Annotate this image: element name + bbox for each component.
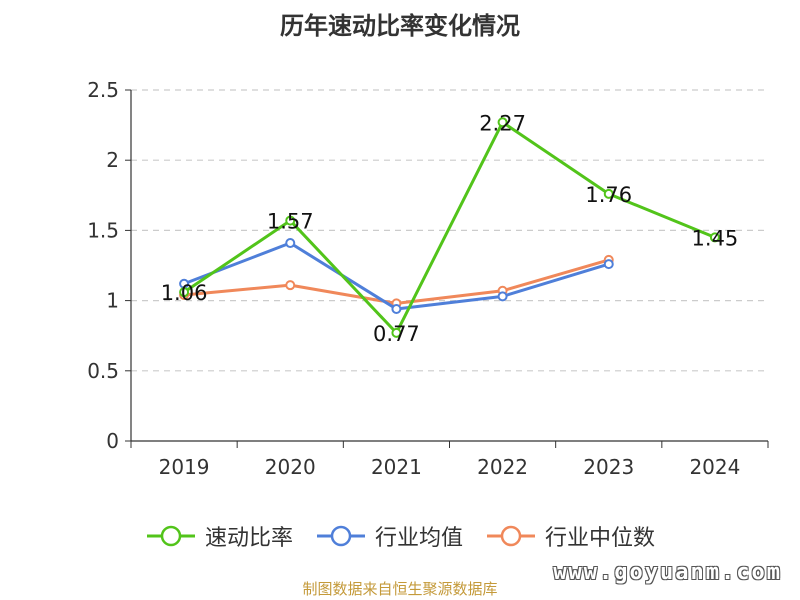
legend-item-quick-ratio[interactable]: 速动比率 [145,520,293,552]
data-point [179,287,190,298]
legend-swatch-industry-mean [316,525,365,547]
data-point [285,238,296,249]
y-tick-label: 2 [106,148,119,172]
series-line [183,258,610,305]
data-label: 0.77 [373,322,420,346]
data-point [603,259,614,270]
watermark: www.goyuanm.com [553,560,782,585]
x-tick-label: 2020 [265,455,316,479]
gridlines [131,89,768,372]
data-point [709,232,720,243]
series-group [179,117,720,338]
legend-swatch-industry-median [487,525,535,547]
x-tick-label: 2022 [477,455,528,479]
legend-label: 行业均值 [374,526,463,551]
axes [130,90,768,442]
y-tick-label: 0.5 [87,359,119,383]
series-line [183,120,716,335]
x-tick-label: 2024 [689,455,740,479]
data-point [603,188,614,199]
x-axis-ticks: 2019 2020 2021 2022 2023 2024 [130,441,769,479]
data-point [285,215,296,226]
legend: 速动比率 行业均值 行业中位数 [0,520,800,552]
legend-item-industry-median[interactable]: 行业中位数 [485,520,655,552]
legend-item-industry-mean[interactable]: 行业均值 [315,520,463,552]
chart-title: 历年速动比率变化情况 [280,12,520,40]
data-source-note: 制图数据来自恒生聚源数据库 [302,580,498,598]
data-labels: 1.06 1.57 0.77 2.27 1.76 1.45 [161,111,739,346]
y-tick-label: 1.5 [87,218,119,242]
x-tick-label: 2021 [371,455,422,479]
data-point [285,280,296,291]
data-label: 1.45 [692,226,739,250]
y-tick-label: 2.5 [87,78,119,102]
legend-label: 速动比率 [204,526,293,551]
data-label: 1.57 [267,210,314,234]
legend-swatch-quick-ratio [146,525,195,547]
y-tick-label: 0 [106,429,119,453]
x-tick-label: 2023 [583,455,634,479]
data-label: 1.76 [585,183,632,207]
data-point [497,117,508,128]
y-tick-label: 1 [106,289,119,313]
data-label: 1.06 [161,281,208,305]
y-axis-ticks: 0 0.5 1 1.5 2 2.5 [87,78,131,453]
x-tick-label: 2019 [159,455,210,479]
data-label: 2.27 [479,111,526,135]
data-point [497,291,508,302]
data-point [391,304,402,315]
data-point [391,327,402,338]
legend-label: 行业中位数 [545,526,656,551]
